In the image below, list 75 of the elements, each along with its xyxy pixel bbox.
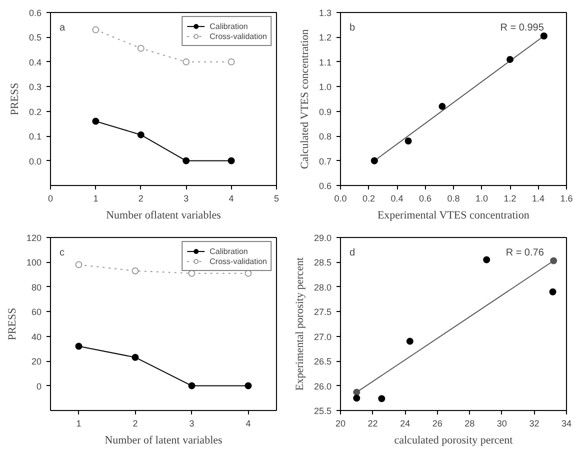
legend-label: Cross-validation xyxy=(210,256,267,266)
x-tick-label: 0.4 xyxy=(390,194,404,204)
y-tick-label: 60 xyxy=(31,307,42,318)
y-tick-label: 20 xyxy=(31,356,42,367)
x-tick-label: 1.0 xyxy=(475,194,488,204)
x-tick-label: 1.2 xyxy=(504,194,516,204)
y-tick-label: 1.1 xyxy=(318,57,332,68)
legend-label: Calibration xyxy=(210,21,248,31)
annotation: R = 0.995 xyxy=(500,22,544,34)
x-axis-title: Experimental VTES concentration xyxy=(377,210,530,222)
y-tick-label: 0.1 xyxy=(28,132,42,142)
y-tick-label: 26.0 xyxy=(314,381,332,392)
y-tick-label: 27.0 xyxy=(314,332,332,342)
x-tick-label: 34 xyxy=(561,418,572,428)
legend-label: Cross-validation xyxy=(210,31,267,41)
y-tick-label: 1.0 xyxy=(318,82,332,92)
y-tick-label: 0.7 xyxy=(318,156,332,166)
x-tick-label: 0.8 xyxy=(447,194,460,204)
y-tick-label: 0.6 xyxy=(318,181,332,191)
y-tick-label: 120 xyxy=(26,233,42,243)
annotation: a xyxy=(60,22,66,34)
x-tick-label: 2 xyxy=(132,418,138,428)
y-axis-title: PRESS xyxy=(8,82,21,116)
y-tick-label: 28.5 xyxy=(314,258,332,268)
x-tick-label: 1 xyxy=(76,418,82,428)
y-tick-label: 40 xyxy=(31,332,42,342)
x-tick-label: 0.2 xyxy=(362,194,376,204)
x-tick-label: 1.4 xyxy=(532,194,545,204)
x-tick-label: 0.6 xyxy=(418,194,432,204)
x-tick-label: 4 xyxy=(246,418,251,428)
y-tick-label: 0 xyxy=(36,381,42,392)
x-tick-label: 1 xyxy=(93,194,98,204)
y-tick-label: 25.5 xyxy=(314,406,332,416)
x-tick-label: 0.0 xyxy=(334,194,347,204)
y-tick-label: 0.8 xyxy=(318,132,332,142)
annotation: d xyxy=(350,247,356,258)
x-tick-label: 20 xyxy=(335,418,346,428)
x-tick-label: 24 xyxy=(400,418,410,428)
annotation: b xyxy=(350,22,356,34)
x-tick-label: 28 xyxy=(464,418,475,428)
annotation: R = 0.76 xyxy=(506,247,544,258)
y-tick-label: 29.0 xyxy=(314,233,332,243)
x-tick-label: 2 xyxy=(138,194,144,204)
y-tick-label: 0.4 xyxy=(28,57,42,68)
x-axis-title: calculated porosity percent xyxy=(394,434,513,446)
x-tick-label: 1.6 xyxy=(560,194,573,204)
x-tick-label: 3 xyxy=(184,194,189,204)
x-tick-label: 26 xyxy=(432,418,442,428)
x-tick-label: 30 xyxy=(496,418,507,428)
y-axis-title: PRESS xyxy=(6,308,18,340)
y-tick-label: 0.5 xyxy=(28,32,42,43)
y-tick-label: 28.0 xyxy=(314,282,332,292)
y-axis-title: Calculated VTES concentration xyxy=(298,28,311,169)
y-tick-label: 0.9 xyxy=(318,106,332,117)
x-tick-label: 4 xyxy=(228,194,234,204)
y-tick-label: 100 xyxy=(26,258,42,268)
y-tick-label: 27.5 xyxy=(314,307,332,318)
y-tick-label: 0.2 xyxy=(28,106,42,117)
y-tick-label: 0.0 xyxy=(28,156,42,166)
x-tick-label: 22 xyxy=(368,418,378,428)
x-tick-label: 3 xyxy=(189,418,194,428)
y-axis-title: Experimental porosity percent xyxy=(294,257,306,391)
y-tick-label: 0.6 xyxy=(28,8,42,18)
x-tick-label: 32 xyxy=(529,418,540,428)
y-tick-label: 80 xyxy=(31,282,42,292)
y-tick-label: 1.3 xyxy=(318,8,332,18)
annotation: c xyxy=(60,247,65,258)
legend-label: Calibration xyxy=(210,246,248,256)
x-axis-title: Number oflatent variables xyxy=(106,210,221,222)
y-tick-label: 26.5 xyxy=(314,356,332,367)
x-tick-label: 5 xyxy=(274,194,280,204)
x-axis-title: Number of latent variables xyxy=(104,434,222,446)
y-tick-label: 1.2 xyxy=(318,32,332,43)
x-tick-label: 0 xyxy=(48,194,54,204)
y-tick-label: 0.3 xyxy=(28,82,42,92)
